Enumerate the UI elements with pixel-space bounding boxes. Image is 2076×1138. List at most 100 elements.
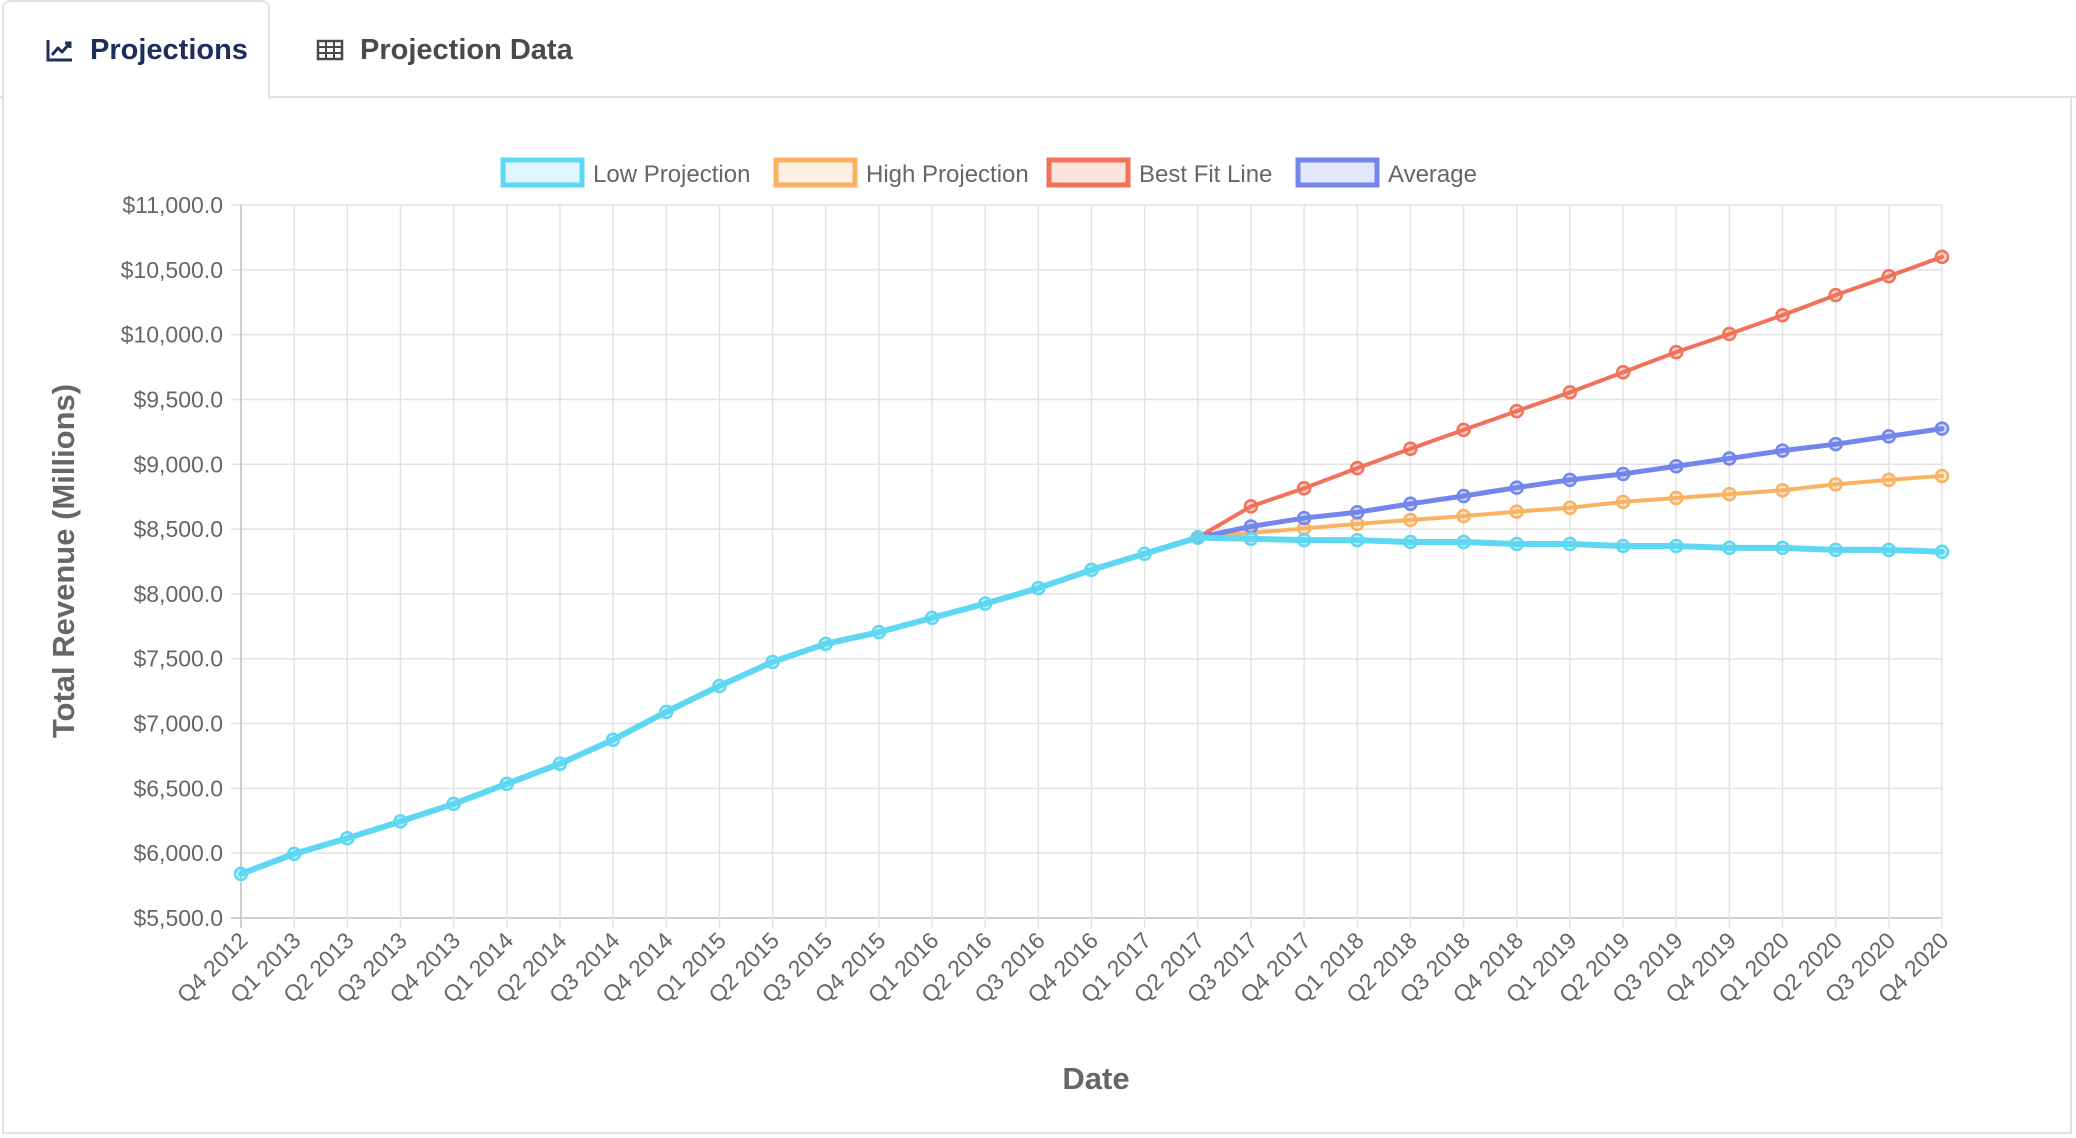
chart-grid (231, 204, 1943, 928)
data-point (1775, 443, 1790, 458)
data-point (1775, 307, 1790, 323)
data-point (1509, 480, 1524, 495)
legend-swatch (1046, 157, 1131, 188)
data-point (1403, 496, 1418, 512)
data-point (393, 814, 408, 829)
series-best-fit-line (1190, 249, 1950, 545)
data-point (1668, 538, 1684, 554)
series-line (1195, 426, 1945, 541)
data-point (1775, 482, 1790, 498)
y-axis-ticks: $5,500.0 $6,000.0 $6,500.0 $7,000.0 $7,500.0… (121, 192, 223, 931)
data-point (1562, 536, 1578, 552)
legend-swatch (500, 157, 585, 188)
data-point (1562, 385, 1578, 400)
data-point (1243, 499, 1259, 514)
data-point (1403, 512, 1418, 528)
y-tick-label: $10,500.0 (121, 257, 223, 283)
data-point (1190, 530, 1206, 545)
data-point (1722, 326, 1737, 342)
data-point (1828, 542, 1843, 558)
data-point (1509, 536, 1524, 552)
data-point (340, 831, 355, 846)
legend-label: Best Fit Line (1139, 161, 1272, 188)
data-point (233, 866, 249, 882)
tab-label-projections: Projections (90, 33, 248, 66)
data-point (1881, 269, 1897, 284)
data-point (871, 624, 887, 640)
legend-item: Average (1295, 157, 1477, 188)
chart-legend: Low Projection High Projection Best Fit Li… (500, 157, 1477, 188)
tab-projection-data[interactable]: Projection Data (312, 0, 592, 100)
data-point (1243, 519, 1259, 534)
data-point (1456, 508, 1471, 524)
series-average (1190, 421, 1950, 545)
y-tick-label: $6,000.0 (133, 840, 223, 866)
y-tick-label: $9,000.0 (133, 451, 223, 477)
tab-bar: Projections Projection Data (0, 0, 2076, 100)
data-point (1296, 481, 1312, 496)
data-point (1881, 429, 1897, 444)
y-tick-label: $7,500.0 (133, 646, 223, 672)
data-point (1296, 532, 1312, 548)
data-point (1509, 403, 1524, 419)
data-point (659, 704, 674, 720)
legend-item: High Projection (773, 157, 1029, 188)
data-point (1350, 516, 1365, 532)
data-point (1456, 422, 1471, 438)
data-point (924, 610, 940, 626)
line-chart-icon (46, 38, 74, 62)
data-point (1934, 544, 1950, 560)
data-point (286, 846, 302, 862)
legend-item: Best Fit Line (1046, 157, 1272, 188)
data-point (1934, 468, 1950, 484)
x-axis-title: Date (1062, 1061, 1129, 1096)
data-point (1668, 458, 1684, 474)
series-line (238, 534, 1945, 877)
data-point (552, 756, 568, 771)
data-point (1350, 504, 1365, 520)
data-point (1456, 534, 1471, 550)
data-point (1403, 534, 1418, 550)
data-point (1350, 460, 1365, 476)
data-point (1350, 532, 1365, 548)
data-point (1084, 562, 1099, 578)
data-point (1562, 472, 1578, 488)
data-point (1615, 466, 1631, 482)
tab-label-projection-data: Projection Data (360, 33, 573, 66)
data-point (818, 636, 833, 652)
data-point (1828, 287, 1843, 303)
data-point (977, 596, 993, 611)
y-tick-label: $10,000.0 (121, 322, 223, 348)
data-point (712, 678, 727, 694)
tab-projections[interactable]: Projections (2, 0, 270, 100)
data-point (1031, 580, 1046, 596)
legend-label: Low Projection (593, 161, 750, 188)
data-point (765, 654, 780, 670)
data-point (1934, 249, 1950, 265)
data-point (446, 796, 461, 812)
data-point (1456, 488, 1471, 504)
data-point (1509, 504, 1524, 519)
data-point (1243, 531, 1259, 547)
data-point (499, 776, 515, 792)
data-point (1934, 421, 1950, 436)
legend-label: Average (1388, 161, 1477, 188)
y-axis-title: Total Revenue (Millions) (46, 384, 81, 738)
y-tick-label: $5,500.0 (133, 905, 223, 931)
data-point (605, 732, 621, 747)
data-point (1296, 510, 1312, 526)
data-point (1615, 364, 1631, 380)
data-point (1403, 441, 1418, 456)
y-tick-label: $6,500.0 (133, 775, 223, 801)
legend-item: Low Projection (500, 157, 750, 188)
data-point (1722, 486, 1737, 502)
data-point (1775, 540, 1790, 556)
data-point (1828, 436, 1843, 452)
series-line (1195, 254, 1944, 540)
table-icon (316, 38, 344, 62)
data-point (1881, 542, 1897, 558)
legend-label: High Projection (866, 161, 1029, 188)
chart-series (233, 249, 1950, 882)
